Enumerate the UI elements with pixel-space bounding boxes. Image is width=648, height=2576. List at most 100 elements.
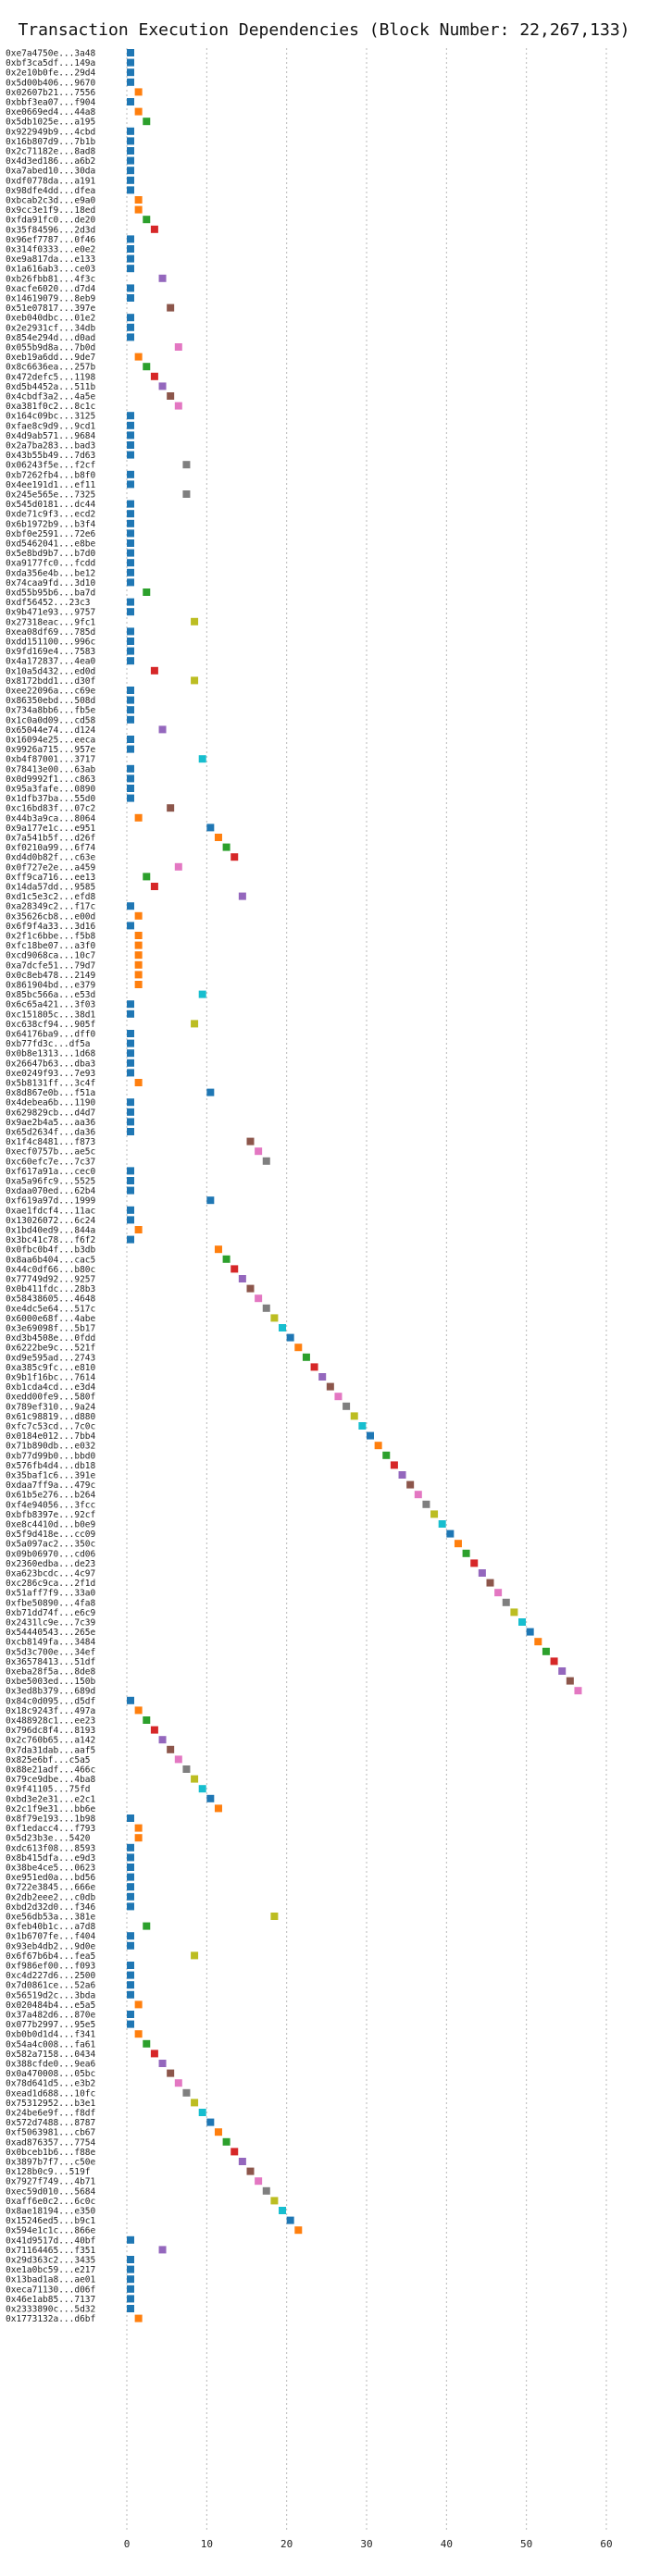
data-point [238, 2158, 246, 2165]
data-point [406, 1480, 415, 1489]
x-tick-label: 30 [360, 2538, 372, 2550]
data-point [143, 363, 151, 371]
data-point [127, 1167, 134, 1175]
data-point [127, 657, 134, 665]
data-point [191, 1020, 199, 1028]
data-point [134, 1824, 143, 1832]
data-point [143, 2039, 151, 2048]
data-point [127, 568, 134, 576]
data-point [127, 1990, 134, 1999]
data-point [127, 1902, 134, 1911]
data-point [191, 2099, 199, 2107]
data-point [174, 343, 182, 351]
y-tick-label: 0xee22096a...c69e [6, 687, 96, 697]
data-point [566, 1677, 574, 1685]
y-tick-label: 0x2333890c...5d32 [6, 2305, 95, 2315]
y-tick-label: 0x43b55b49...7d63 [6, 451, 95, 461]
data-point [262, 1304, 270, 1312]
data-point [526, 1628, 534, 1636]
y-tick-label: 0x5db1025e...a195 [6, 118, 95, 128]
data-point [191, 676, 199, 685]
y-tick-label: 0xa381f0c2...8c1c [6, 402, 95, 412]
y-tick-label: 0xe4dc5e64...517c [6, 1304, 95, 1314]
data-point [198, 2109, 206, 2116]
y-tick-label: 0x0b411fdc...28b3 [6, 1284, 95, 1294]
y-tick-label: 0xf1edacc4...f793 [6, 1824, 95, 1834]
data-point [222, 843, 231, 851]
data-point [286, 1333, 294, 1342]
data-point [206, 1088, 215, 1096]
data-point [486, 1579, 494, 1587]
y-tick-label: 0x5a097ac2...350c [6, 1540, 95, 1550]
y-tick-label: 0xeb040dbc...01e2 [6, 314, 95, 324]
y-tick-label: 0x06243f5e...f2cf [6, 461, 95, 471]
y-tick-label: 0xeba28f5a...8de8 [6, 1667, 96, 1678]
y-tick-label: 0x6222be9c...521f [6, 1344, 95, 1354]
data-point [167, 804, 175, 812]
data-point [127, 2020, 134, 2028]
data-point [143, 1922, 151, 1930]
data-point [127, 2285, 134, 2293]
data-point [134, 353, 143, 361]
y-tick-label: 0xff9ca716...ee13 [6, 873, 95, 883]
y-tick-label: 0xd9e595ad...2743 [6, 1353, 95, 1363]
data-point [127, 922, 134, 930]
data-point [127, 1128, 134, 1135]
y-tick-label: 0xad876357...7754 [6, 2137, 96, 2148]
data-point [246, 1137, 255, 1146]
y-tick-label: 0x314f0333...e0e2 [6, 245, 95, 255]
data-point [127, 529, 134, 538]
y-tick-label: 0x77749d92...9257 [6, 1275, 95, 1285]
data-point [206, 824, 215, 832]
data-point [127, 696, 134, 704]
y-tick-label: 0xbbf3ea07...f904 [6, 98, 96, 108]
y-tick-label: 0xe56db53a...381e [6, 1913, 96, 1923]
y-tick-label: 0x64176ba9...dff0 [6, 1030, 96, 1040]
y-tick-label: 0xd4d0b82f...c63e [6, 853, 96, 863]
y-tick-label: 0x09b06970...cd06 [6, 1549, 96, 1559]
data-point [127, 186, 134, 194]
data-point [574, 1687, 582, 1695]
y-tick-label: 0x576fb4d4...db18 [6, 1461, 96, 1471]
data-point [134, 1834, 143, 1842]
data-point [198, 755, 206, 763]
y-tick-label: 0x65d2634f...da36 [6, 1128, 96, 1138]
data-point [127, 2265, 134, 2273]
y-tick-label: 0x71164465...f351 [6, 2246, 96, 2256]
y-tick-label: 0x24be6e9f...f8df [6, 2109, 95, 2119]
data-point [191, 617, 199, 625]
y-tick-label: 0x545d0181...dc44 [6, 500, 96, 510]
data-point [127, 1009, 134, 1018]
data-point [127, 1981, 134, 1989]
y-tick-label: 0xcd9068ca...10c7 [6, 951, 95, 961]
data-point [127, 441, 134, 449]
y-tick-label: 0xacfe6020...d7d4 [6, 284, 96, 294]
data-point [206, 1794, 215, 1802]
data-point [127, 176, 134, 184]
data-point [127, 598, 134, 606]
data-point [127, 480, 134, 489]
data-point [143, 1716, 151, 1724]
data-point [310, 1363, 318, 1371]
data-point [127, 1962, 134, 1969]
data-point [127, 578, 134, 587]
data-point [158, 382, 167, 390]
data-point [510, 1608, 518, 1616]
y-tick-label: 0xa9177fc0...fcdd [6, 559, 95, 569]
data-point [343, 1402, 351, 1410]
data-point [127, 421, 134, 429]
data-point [302, 1353, 310, 1361]
y-tick-label: 0x722e3845...666e [6, 1883, 96, 1893]
y-tick-label: 0xdaa070ed...62b4 [6, 1186, 96, 1196]
data-point [127, 431, 134, 440]
data-point [390, 1461, 398, 1469]
data-point [127, 294, 134, 302]
data-point [334, 1393, 343, 1401]
data-point [127, 1873, 134, 1881]
y-tick-label: 0x37a482d6...870e [6, 2011, 96, 2021]
data-point [255, 1147, 263, 1156]
x-tick-labels: 0 10 20 30 40 50 60 [124, 2538, 613, 2550]
data-point [182, 490, 191, 498]
data-point [127, 500, 134, 508]
data-point [134, 941, 143, 949]
